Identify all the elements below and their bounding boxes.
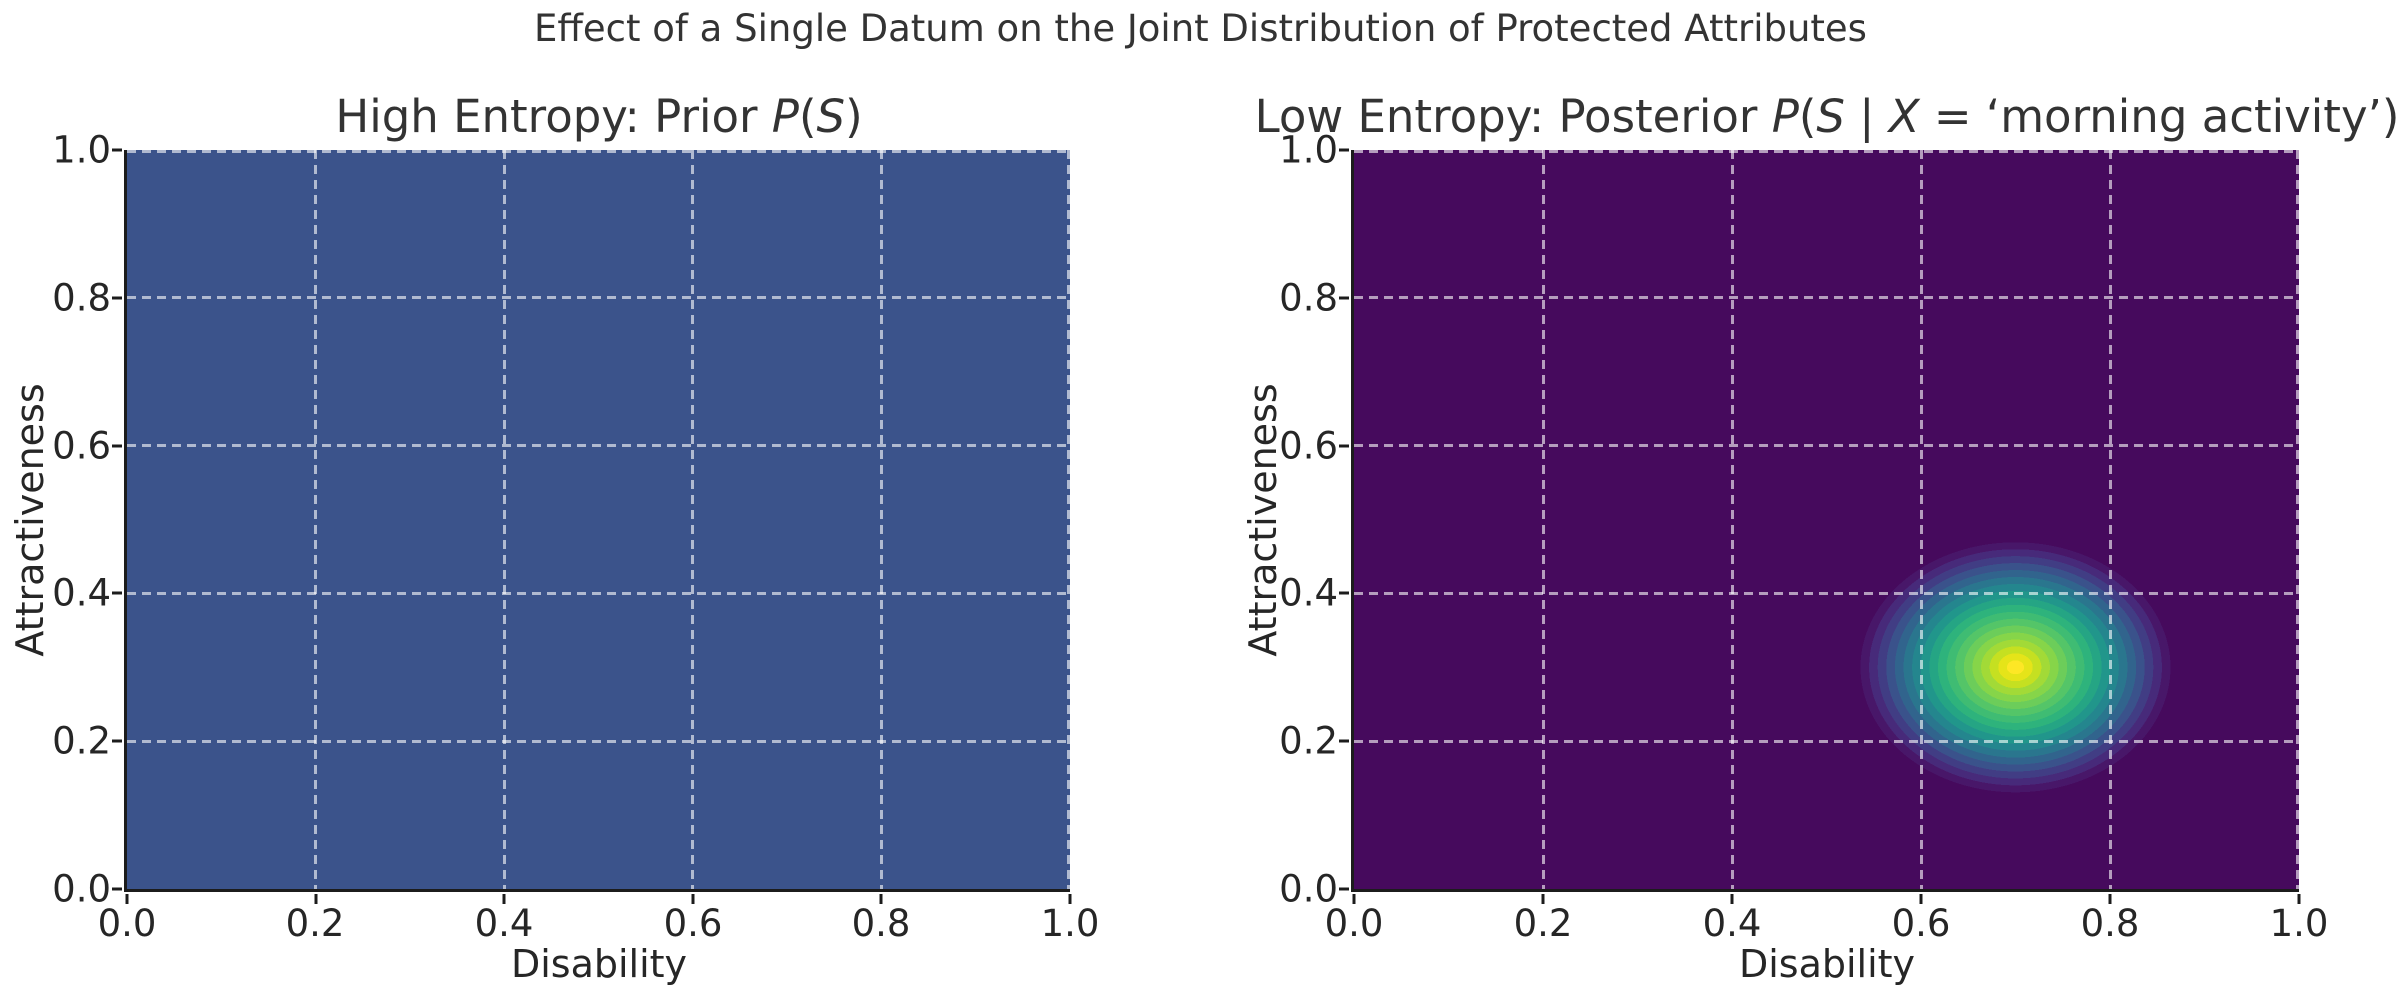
tick-mark <box>1339 148 1349 152</box>
tick-mark <box>112 591 122 595</box>
x-tick-label: 0.8 <box>2080 902 2140 945</box>
gridline <box>1354 591 2299 595</box>
gridline <box>127 591 1070 595</box>
tick-mark <box>112 296 122 300</box>
gridline <box>1354 739 2299 743</box>
x-tick-label: 1.0 <box>1040 902 1100 945</box>
prior-uniform-fill <box>127 150 1070 889</box>
gridline <box>127 150 1070 153</box>
x-tick-label: 0.6 <box>1891 902 1951 945</box>
gridline <box>127 296 1070 300</box>
gridline <box>1541 150 1545 889</box>
tick-mark <box>1730 894 1734 904</box>
left-plot-area <box>112 148 1072 904</box>
y-tick-label: 0.4 <box>1279 571 1338 615</box>
x-tick-label: 0.4 <box>474 902 534 945</box>
posterior-density-blob <box>1354 150 2299 889</box>
gridline <box>1067 150 1070 889</box>
tick-mark <box>112 887 122 891</box>
tick-mark <box>1352 894 1356 904</box>
gridline <box>1354 296 2299 300</box>
x-tick-label: 0.2 <box>285 902 345 945</box>
x-tick-label: 0.2 <box>1513 902 1573 945</box>
x-tick-label: 0.0 <box>1324 902 1384 945</box>
y-tick-label: 0.4 <box>52 571 111 615</box>
y-tick-label: 1.0 <box>1279 128 1338 172</box>
left-x-axis-label: Disability <box>510 942 688 986</box>
tick-mark <box>112 739 122 743</box>
tick-mark <box>2297 894 2301 904</box>
right-plot-area <box>1339 148 2301 904</box>
gridline <box>127 739 1070 743</box>
x-tick-label: 0.8 <box>851 902 911 945</box>
figure-title: Effect of a Single Datum on the Joint Di… <box>534 7 1867 50</box>
y-tick-label: 0.8 <box>1279 276 1338 320</box>
y-tick-label: 0.0 <box>1279 867 1338 911</box>
gridline <box>2296 150 2299 889</box>
left-y-axis-label: Attractiveness <box>8 383 52 657</box>
tick-mark <box>1339 739 1349 743</box>
tick-mark <box>1541 894 1545 904</box>
gridline <box>2108 150 2112 889</box>
x-tick-label: 1.0 <box>2269 902 2329 945</box>
tick-mark <box>1919 894 1923 904</box>
y-tick-label: 0.2 <box>52 719 111 763</box>
right-x-axis-label: Disability <box>1738 942 1916 986</box>
tick-mark <box>112 148 122 152</box>
x-tick-label: 0.0 <box>97 902 157 945</box>
tick-mark <box>1339 591 1349 595</box>
gridline <box>127 444 1070 448</box>
gridline <box>879 150 883 889</box>
right-plot-title: Low Entropy: Posterior P(S | X = ‘mornin… <box>1254 90 2400 143</box>
gridline <box>1730 150 1734 889</box>
y-tick-label: 0.2 <box>1279 719 1338 763</box>
y-tick-label: 0.6 <box>52 424 111 468</box>
tick-mark <box>879 894 883 904</box>
tick-mark <box>112 444 122 448</box>
tick-mark <box>502 894 506 904</box>
x-tick-label: 0.4 <box>1702 902 1762 945</box>
tick-mark <box>1339 296 1349 300</box>
tick-mark <box>125 894 129 904</box>
gridline <box>314 150 318 889</box>
y-tick-label: 0.6 <box>1279 424 1338 468</box>
left-plot-inner <box>127 150 1070 889</box>
y-tick-label: 1.0 <box>52 128 111 172</box>
tick-mark <box>691 894 695 904</box>
tick-mark <box>1339 444 1349 448</box>
tick-mark <box>314 894 318 904</box>
gridline <box>1354 444 2299 448</box>
right-plot-inner <box>1354 150 2299 889</box>
gridline <box>1354 150 2299 153</box>
right-y-axis-label: Attractiveness <box>1241 383 1285 657</box>
y-tick-label: 0.8 <box>52 276 111 320</box>
x-tick-label: 0.6 <box>663 902 723 945</box>
gridline <box>1919 150 1923 889</box>
y-tick-label: 0.0 <box>52 867 111 911</box>
gridline <box>691 150 695 889</box>
tick-mark <box>1339 887 1349 891</box>
gridline <box>502 150 506 889</box>
tick-mark <box>1068 894 1072 904</box>
tick-mark <box>2108 894 2112 904</box>
left-plot-title: High Entropy: Prior P(S) <box>335 90 863 143</box>
